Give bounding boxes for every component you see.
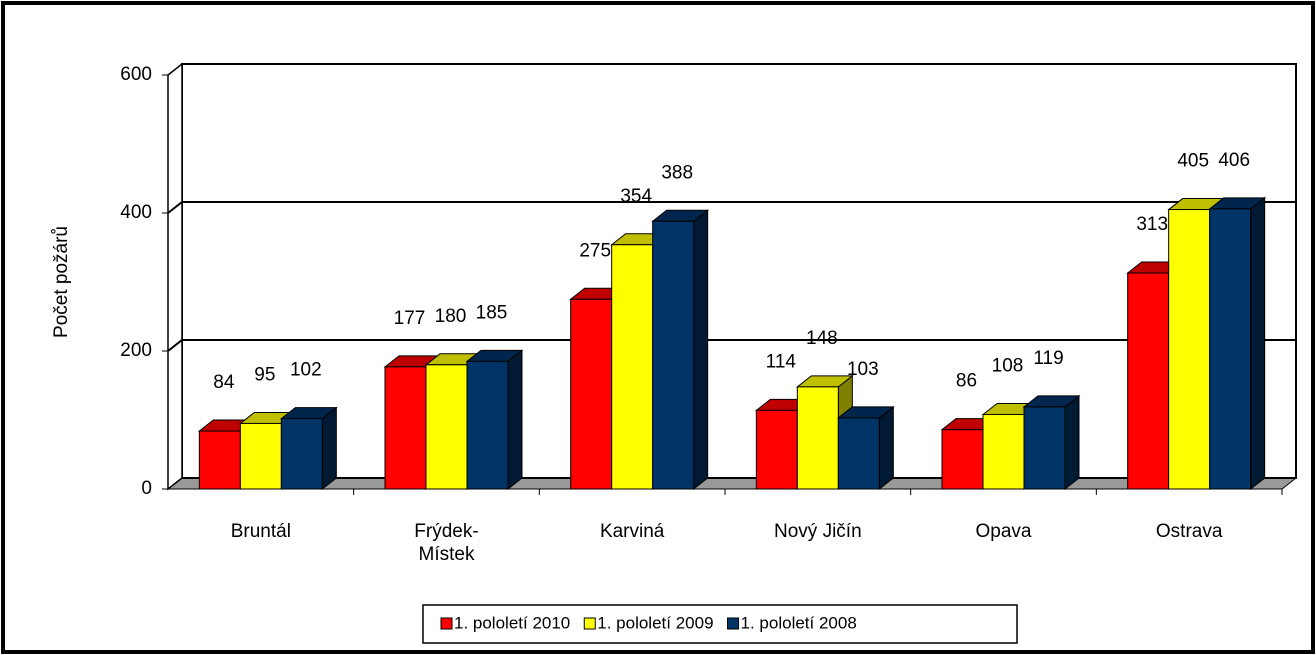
bar-side — [321, 406, 337, 491]
data-label: 185 — [476, 302, 508, 323]
data-label: 119 — [1033, 348, 1063, 369]
bar — [1168, 209, 1211, 490]
bar — [652, 220, 695, 490]
x-tick-label: Karviná — [599, 521, 665, 542]
bar — [425, 364, 468, 490]
x-tick-label: Frýdek-Místek — [414, 521, 479, 565]
bar — [1127, 272, 1170, 490]
y-tick-label: 200 — [120, 340, 152, 361]
data-label: 388 — [661, 162, 693, 183]
bar — [611, 244, 654, 490]
legend-swatch — [727, 617, 740, 630]
bar — [796, 386, 839, 490]
data-label: 103 — [847, 359, 879, 380]
bar — [1023, 406, 1066, 490]
legend-label: 1. pololetí 2010 — [454, 613, 570, 632]
x-tick-label: Bruntál — [230, 521, 291, 542]
x-tick-label: Nový Jičín — [774, 521, 862, 542]
y-tick-label: 600 — [120, 64, 152, 85]
y-tick-label: 400 — [120, 202, 152, 223]
data-label: 406 — [1218, 150, 1250, 171]
x-tick-label: Ostrava — [1155, 521, 1223, 542]
data-label: 86 — [956, 371, 977, 392]
data-label: 313 — [1136, 214, 1168, 235]
data-label: 102 — [290, 360, 322, 381]
bar — [466, 360, 509, 490]
data-label: 180 — [435, 306, 467, 327]
bar — [198, 430, 241, 490]
bar — [941, 429, 984, 490]
bar — [755, 409, 798, 490]
legend-swatch — [583, 617, 596, 630]
grid-line — [167, 201, 1296, 214]
bar — [982, 413, 1025, 490]
legend-box — [422, 604, 1018, 644]
y-tick-label: 0 — [141, 478, 152, 499]
bar-side — [1250, 196, 1266, 491]
bar-side — [878, 405, 894, 491]
data-label: 275 — [579, 240, 611, 261]
data-label: 95 — [254, 364, 275, 385]
data-label: 114 — [766, 351, 797, 372]
data-label: 177 — [394, 308, 426, 329]
bar — [1209, 208, 1252, 490]
data-label: 148 — [806, 328, 838, 349]
bar — [239, 422, 282, 490]
bar — [837, 417, 880, 490]
floor — [166, 477, 1298, 490]
data-label: 354 — [620, 186, 652, 207]
data-label: 108 — [992, 355, 1024, 376]
bar — [570, 298, 613, 490]
grid-line — [167, 339, 1296, 352]
bar-side — [1064, 394, 1080, 491]
legend-label: 1. pololetí 2009 — [597, 613, 713, 632]
bar — [384, 366, 427, 490]
bar — [280, 418, 323, 490]
bar-side — [693, 209, 709, 491]
side-wall — [167, 62, 183, 491]
data-label: 84 — [213, 372, 235, 393]
x-tick-label: Opava — [975, 521, 1032, 542]
legend-label: 1. pololetí 2008 — [741, 613, 857, 632]
data-label: 405 — [1177, 151, 1209, 172]
y-axis-label: Počet požárů — [51, 226, 72, 338]
legend-swatch — [440, 617, 453, 630]
bar-side — [507, 349, 523, 491]
